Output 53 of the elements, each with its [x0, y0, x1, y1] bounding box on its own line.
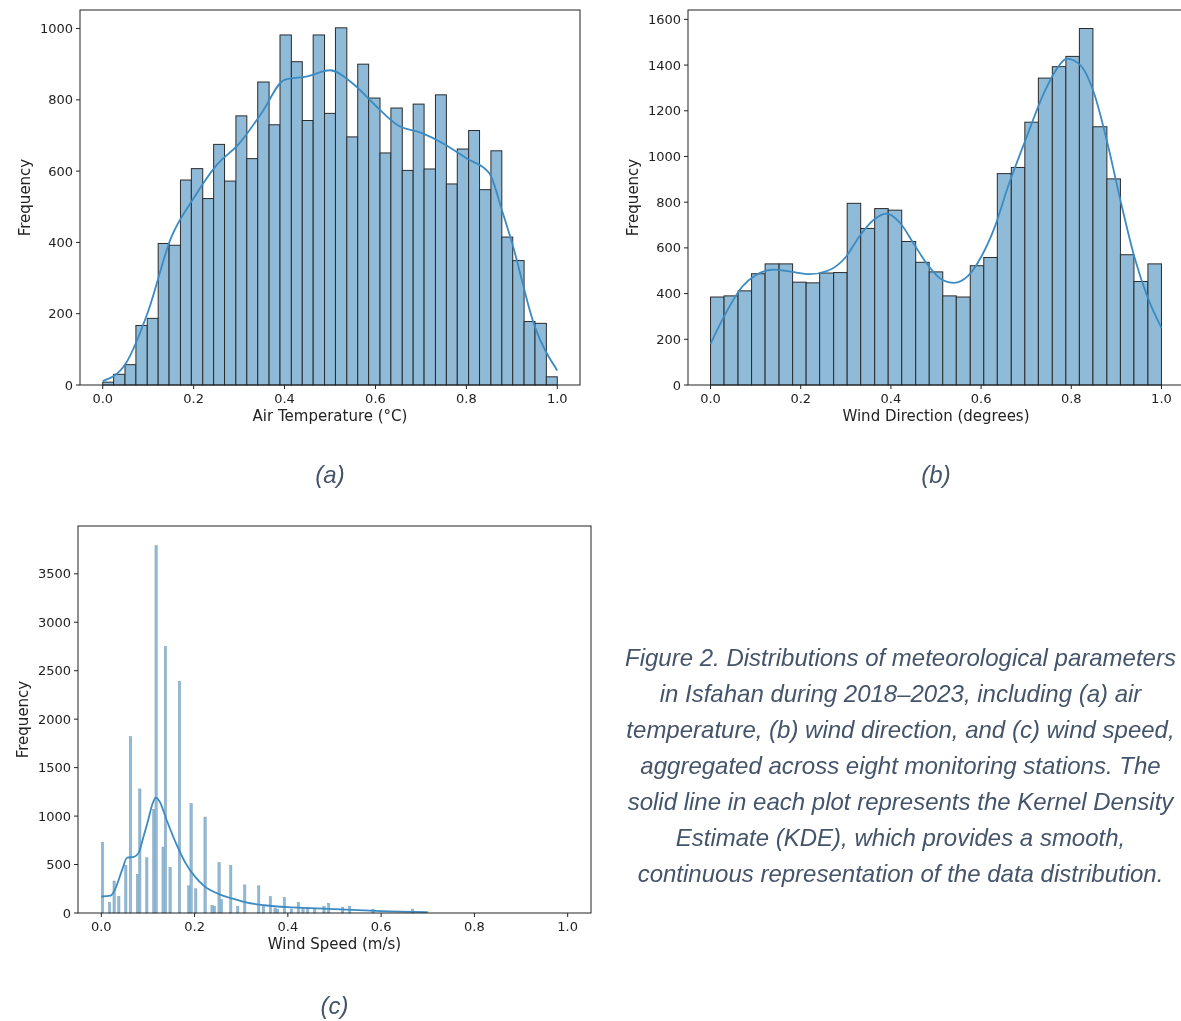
x-tick-label: 0.4 — [277, 919, 299, 934]
y-tick-label: 2500 — [37, 663, 71, 679]
x-tick-label: 0.8 — [464, 919, 485, 934]
y-tick-label: 800 — [656, 194, 681, 210]
y-tick-label: 1000 — [647, 149, 681, 165]
line-series — [100, 796, 429, 913]
x-tick-label: 0.8 — [456, 391, 477, 406]
x-tick-label: 1.0 — [1151, 391, 1172, 406]
text: (c) — [320, 992, 349, 1019]
y-tick-label: 800 — [48, 92, 73, 108]
y-tick-label: 0 — [64, 377, 73, 393]
x-axis-title: Wind Speed (m/s) — [267, 935, 402, 953]
x-tick-label: 0.6 — [370, 919, 392, 934]
y-tick-label: 1200 — [647, 103, 681, 119]
y-tick-label: 600 — [48, 163, 73, 179]
text: (a) — [315, 461, 345, 488]
caption: Figure 2. Distributions of meteorological parameters in Isfahan during 2018–2023, including (a) air temperature, (b) wind direction, and (c) wind speed, aggregated across eight monitoring stations. The solid line in each plot represents the Kernel Density Estimate (KDE), which provides a smooth, continuous representation of the data distribution. — [625, 644, 1176, 887]
y-tick-label: 1000 — [39, 21, 73, 37]
x-tick-label: 1.0 — [546, 391, 568, 406]
line-series — [709, 57, 1163, 345]
x-axis-title: Wind Direction (degrees) — [842, 407, 1030, 425]
y-tick-label: 600 — [656, 240, 681, 256]
y-tick-label: 400 — [48, 234, 73, 250]
y-tick-label: 0 — [62, 905, 71, 921]
x-axis-title: Air Temperature (°C) — [252, 407, 408, 425]
y-tick-label: 1600 — [647, 11, 681, 27]
x-tick-label: 0.0 — [700, 391, 721, 406]
x-tick-label: 0.6 — [365, 391, 386, 406]
y-tick-label: 500 — [46, 857, 71, 873]
y-tick-label: 1500 — [37, 760, 71, 776]
x-tick-label: 0.8 — [1060, 391, 1082, 406]
x-tick-label: 0.4 — [274, 391, 295, 406]
y-tick-label: 200 — [656, 331, 681, 347]
y-axis-title: Frequency — [624, 158, 642, 237]
y-tick-label: 1000 — [37, 808, 71, 824]
y-axis-title: Frequency — [16, 158, 34, 237]
y-tick-label: 0 — [672, 377, 681, 393]
x-tick-label: 0.4 — [880, 391, 902, 406]
x-tick-label: 0.2 — [183, 391, 204, 406]
x-tick-label: 1.0 — [557, 919, 579, 934]
y-tick-label: 3000 — [37, 614, 71, 630]
y-tick-label: 3500 — [37, 566, 71, 582]
x-tick-label: 0.6 — [970, 391, 992, 406]
y-tick-label: 1400 — [647, 57, 681, 73]
y-tick-label: 200 — [48, 306, 73, 322]
x-tick-label: 0.0 — [90, 919, 112, 934]
x-tick-label: 0.0 — [92, 391, 114, 406]
x-tick-label: 0.2 — [184, 919, 205, 934]
y-tick-label: 400 — [656, 286, 681, 302]
x-tick-label: 0.2 — [790, 391, 812, 406]
text: (b) — [921, 461, 951, 488]
y-tick-label: 2000 — [37, 711, 71, 727]
y-axis-title: Frequency — [14, 680, 32, 759]
